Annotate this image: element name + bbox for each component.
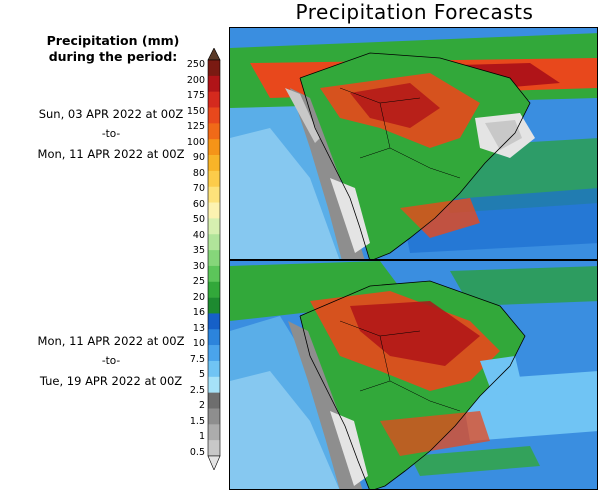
colorbar-tick-label: 90 <box>192 152 205 163</box>
colorbar-bin <box>208 155 220 172</box>
colorbar-tick-label: 1 <box>198 431 205 442</box>
map-panel-period-2 <box>229 260 598 490</box>
colorbar <box>207 48 221 470</box>
colorbar-bin <box>208 408 220 425</box>
colorbar-tick-label: 125 <box>186 121 205 132</box>
colorbar-bin <box>208 297 220 314</box>
map-panel-period-1 <box>229 27 598 260</box>
colorbar-bin <box>208 376 220 393</box>
period-1-end: Mon, 11 APR 2022 at 00Z <box>37 147 185 161</box>
colorbar-bin <box>208 440 220 457</box>
colorbar-tick-label: 5 <box>198 369 205 380</box>
period-1-start: Sun, 03 APR 2022 at 00Z <box>38 107 184 121</box>
colorbar-tick-label: 35 <box>192 245 205 256</box>
colorbar-bin <box>208 234 220 251</box>
colorbar-tick-label: 175 <box>186 90 205 101</box>
colorbar-tick-label: 20 <box>192 291 205 303</box>
colorbar-bin <box>208 107 220 124</box>
colorbar-tick-label: 70 <box>192 183 205 194</box>
colorbar-bin <box>208 360 220 378</box>
legend-heading: Precipitation (mm) during the period: <box>28 33 198 65</box>
colorbar-tick-label: 80 <box>192 167 205 179</box>
colorbar-tick-label: 40 <box>192 229 205 241</box>
colorbar-bin <box>208 250 220 267</box>
colorbar-tick-label: 2 <box>198 400 205 411</box>
colorbar-bin <box>208 281 220 298</box>
colorbar-bin <box>208 424 220 441</box>
colorbar-tick-label: 10 <box>192 338 205 349</box>
colorbar-bin <box>208 123 220 140</box>
period-2-start: Mon, 11 APR 2022 at 00Z <box>37 334 185 348</box>
colorbar-tick-label: 250 <box>186 59 205 70</box>
colorbar-top-arrow <box>207 48 221 61</box>
colorbar-tick-label: 13 <box>192 322 205 334</box>
colorbar-bin <box>208 329 220 346</box>
legend-heading-line1: Precipitation (mm) <box>46 33 180 48</box>
colorbar-tick-label: 60 <box>192 198 205 210</box>
colorbar-tick-label: 100 <box>186 136 205 148</box>
colorbar-bin <box>208 186 220 203</box>
precipitation-map-2 <box>230 261 597 489</box>
colorbar-bin <box>208 139 220 156</box>
period-1-separator: -to- <box>101 128 121 140</box>
colorbar-bin <box>208 265 220 283</box>
colorbar-tick-label: 30 <box>192 260 205 272</box>
colorbar-bin <box>208 345 220 362</box>
period-1-label: Sun, 03 APR 2022 at 00Z -to- Mon, 11 APR… <box>20 104 202 164</box>
colorbar-tick-label: 0.5 <box>189 446 205 458</box>
colorbar-tick-label: 50 <box>192 214 205 225</box>
colorbar-tick-label: 150 <box>186 105 205 117</box>
period-2-end: Tue, 19 APR 2022 at 00Z <box>39 374 183 388</box>
precipitation-map-1 <box>230 28 597 259</box>
colorbar-bin <box>208 202 220 219</box>
colorbar-bin <box>208 392 220 409</box>
colorbar-tick-label: 16 <box>192 307 205 318</box>
colorbar-bin <box>208 218 220 235</box>
colorbar-bottom-arrow <box>207 455 221 470</box>
period-2-separator: -to- <box>101 355 121 367</box>
colorbar-tick-label: 1.5 <box>189 415 205 427</box>
chart-title: Precipitation Forecasts <box>295 0 534 24</box>
colorbar-bin <box>208 91 220 108</box>
colorbar-tick-label: 25 <box>192 276 205 287</box>
colorbar-bin <box>208 60 220 77</box>
legend-heading-line2: during the period: <box>48 49 178 64</box>
colorbar-bin <box>208 170 220 188</box>
period-2-label: Mon, 11 APR 2022 at 00Z -to- Tue, 19 APR… <box>20 331 202 391</box>
colorbar-bin <box>208 313 220 330</box>
colorbar-tick-label: 7.5 <box>189 353 205 365</box>
colorbar-bin <box>208 75 220 92</box>
colorbar-tick-label: 200 <box>186 74 205 86</box>
colorbar-tick-label: 2.5 <box>189 384 205 396</box>
